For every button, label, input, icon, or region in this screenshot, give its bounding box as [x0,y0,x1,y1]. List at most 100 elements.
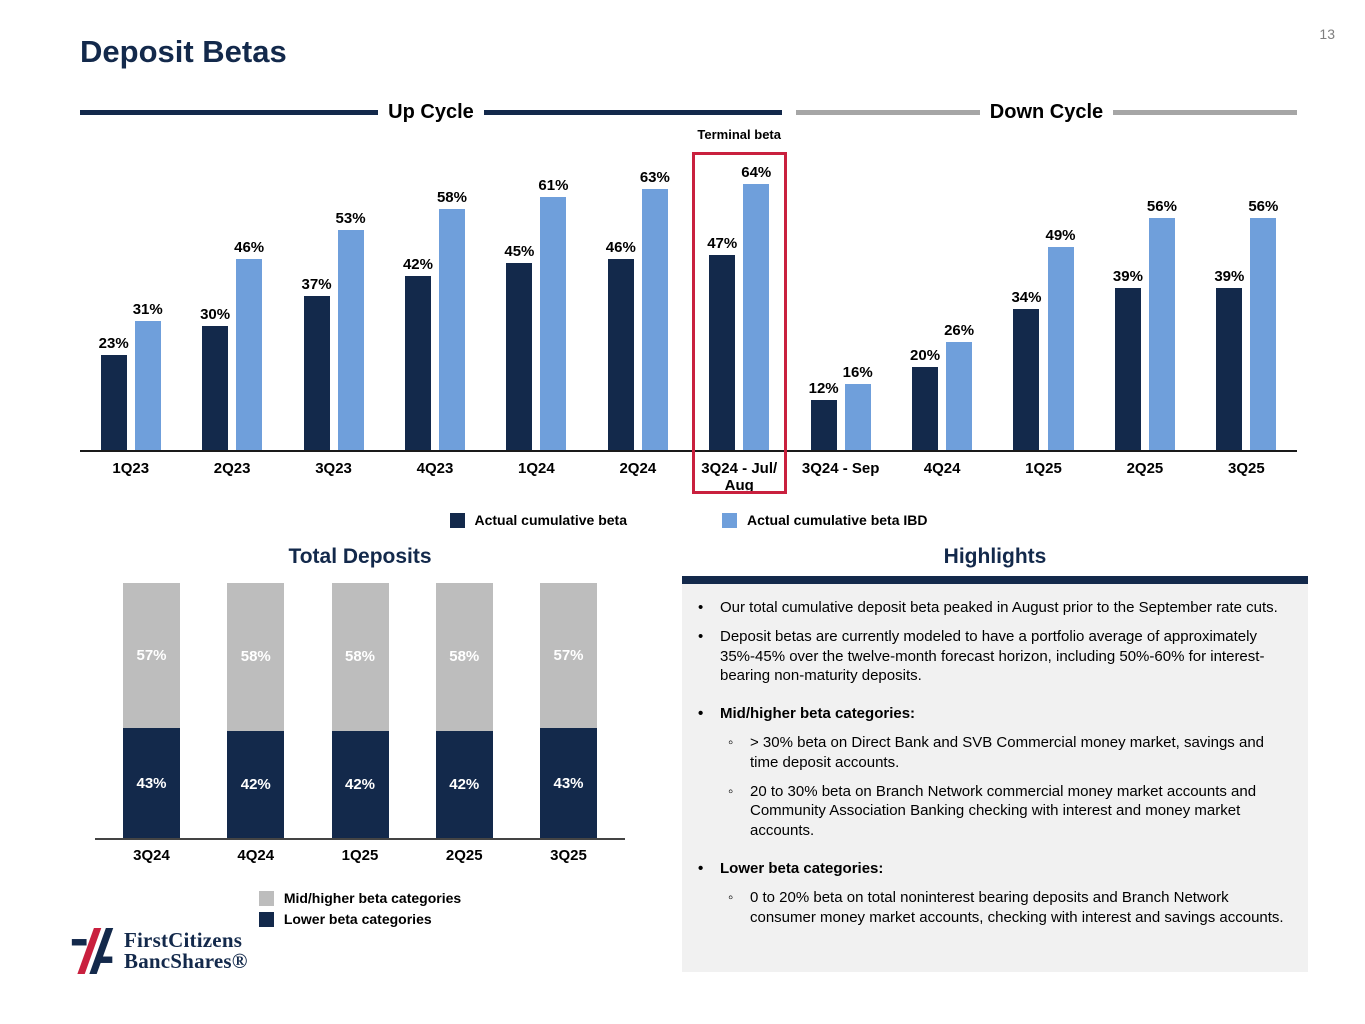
bar [1216,288,1243,450]
bullet-marker: ◦ [728,733,734,751]
bullet-marker: • [698,627,704,645]
stacked-segment: 57% [123,583,180,729]
bar-wrap: 58% [437,189,467,450]
bar-group: 37% 53% [283,210,384,450]
bar-value-label: 34% [1011,288,1042,306]
bar-wrap: 37% [302,276,332,450]
bar-wrap: 47% [707,235,737,450]
bar-value-label: 12% [808,380,839,398]
total-deposits-title: Total Deposits [288,545,432,568]
stacked-segment: 57% [540,583,597,729]
deposit-beta-chart: Terminal beta 23% 31% 30% 46% 37% 53% 42% 58% 45… [80,126,1297,506]
bar [844,383,871,450]
down-cycle-line-right [1113,109,1298,115]
bar-group: 47% 64% [689,164,790,450]
bar [607,259,634,450]
bar-wrap: 39% [1214,268,1244,450]
bar-group: 45% 61% [486,177,587,450]
axis-label: 2Q24 [619,460,657,477]
stacked-segment: 42% [435,730,493,838]
bullet-marker: • [698,705,704,723]
bar [946,342,973,450]
axis-label: 1Q23 [112,460,150,477]
legend-swatch [258,911,274,927]
bar-wrap: 63% [640,169,670,450]
page-number: 13 [1319,26,1335,42]
bar [303,296,330,450]
axis-label: 1Q25 [1025,460,1062,477]
bar [709,254,736,450]
terminal-beta-strip: Terminal beta [80,126,1297,152]
highlights-divider [682,576,1308,584]
stacked-segment: 58% [435,583,493,731]
stacked-bar: 57% 43% [123,583,180,838]
legend-item: Mid/higher beta categories [258,890,461,906]
highlight-bullet: • Deposit betas are currently modeled to … [692,627,1290,686]
axis-label: 3Q24 - Jul/ Aug [701,460,778,495]
bar-wrap: 31% [133,301,163,450]
bar-value-label: 20% [910,347,941,364]
stacked-bar: 58% 42% [331,583,389,838]
bullet-text: 20 to 30% beta on Branch Network commerc… [750,782,1257,840]
bar-group: 12% 16% [790,364,891,450]
bullet-text: Our total cumulative deposit beta peaked… [720,599,1278,616]
stacked-bar: 58% 42% [435,583,493,838]
bar-wrap: 56% [1147,198,1177,450]
bar-value-label: 46% [605,239,636,257]
bar [1013,308,1040,450]
bar-wrap: 53% [336,210,366,450]
first-citizens-logo: FirstCitizens BancShares® [70,926,248,976]
bar-wrap: 49% [1046,227,1076,450]
beta-chart-axis: 1Q23 2Q23 3Q23 4Q23 1Q24 2Q24 3Q24 - Jul/ Aug 3… [80,452,1297,506]
bar-value-label: 45% [504,243,535,261]
up-cycle-label: Up Cycle [388,100,474,123]
bar-value-label: 49% [1045,226,1076,244]
legend-label: Actual cumulative beta IBD [747,512,928,528]
bar [1148,217,1175,450]
bar-group: 39% 56% [1094,198,1195,450]
bar-wrap: 34% [1011,288,1042,450]
bar [641,188,668,450]
bar [236,259,263,450]
highlights-title: Highlights [943,545,1047,568]
bar-wrap: 12% [809,380,839,450]
first-citizens-emblem-icon [71,928,114,974]
logo-wordmark: FirstCitizens BancShares® [124,930,248,972]
bullet-marker: ◦ [728,888,734,906]
axis-label: 4Q24 [237,847,275,864]
total-deposits-panel: Total Deposits 57% 43% 58% 42% 58% 42% 58% 42% 5… [80,545,640,927]
bar-group: 20% 26% [891,322,992,450]
up-cycle-header: Up Cycle [80,101,782,124]
bar-value-label: 53% [335,210,366,228]
page-title: Deposit Betas [80,34,287,69]
highlight-bullet: • Our total cumulative deposit beta peake… [692,598,1290,618]
axis-label: 1Q24 [518,460,555,477]
up-cycle-line-left [80,109,379,115]
highlight-bullet: ◦ > 30% beta on Direct Bank and SVB Comme… [692,733,1290,773]
stacked-segment: 42% [227,730,285,838]
highlights-list: • Our total cumulative deposit beta peake… [682,584,1308,972]
stacked-segment: 58% [331,583,389,731]
terminal-beta-highlight-box [691,152,787,494]
bullet-marker: ◦ [728,782,734,800]
total-deposits-axis: 3Q24 4Q24 1Q25 2Q25 3Q25 [95,847,625,864]
bar-group: 30% 46% [181,239,282,450]
bullet-text: > 30% beta on Direct Bank and SVB Commer… [750,733,1264,771]
axis-label: 3Q25 [1228,460,1265,477]
bar [134,321,161,450]
bar-value-label: 61% [538,176,569,194]
legend-item: Actual cumulative beta [449,512,628,528]
bar [506,263,533,450]
bar-wrap: 56% [1248,198,1278,450]
legend-label: Actual cumulative beta [474,512,628,528]
axis-label: 3Q24 [133,847,170,864]
bar-value-label: 58% [436,189,467,207]
bar-value-label: 46% [234,239,265,257]
logo-line2: BancShares® [124,949,248,973]
bar-value-label: 39% [1214,268,1245,286]
bullet-text: Deposit betas are currently modeled to h… [720,627,1265,685]
highlights-panel: Highlights • Our total cumulative deposit… [682,545,1308,972]
bar-group: 34% 49% [993,227,1094,450]
bar [1250,217,1277,450]
bar-value-label: 37% [301,276,332,294]
